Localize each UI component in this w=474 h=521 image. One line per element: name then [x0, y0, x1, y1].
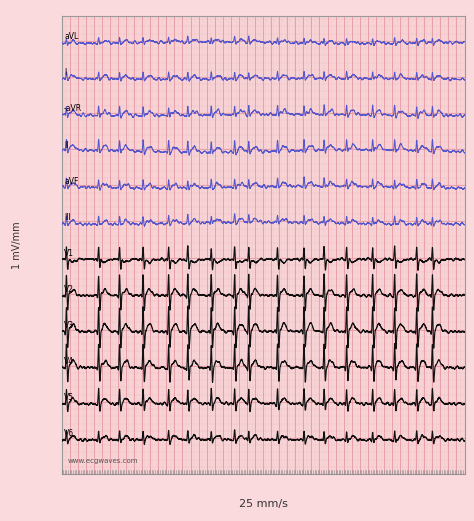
Text: -aVR: -aVR: [64, 105, 82, 114]
Text: V4: V4: [64, 357, 74, 366]
Text: II: II: [64, 141, 69, 150]
Text: aVL: aVL: [64, 32, 78, 41]
Text: V1: V1: [64, 249, 74, 258]
Text: www.ecgwaves.com: www.ecgwaves.com: [68, 458, 138, 464]
Text: V6: V6: [64, 429, 74, 438]
Text: V3: V3: [64, 321, 74, 330]
Text: aVF: aVF: [64, 177, 78, 185]
Text: 25 mm/s: 25 mm/s: [238, 499, 288, 510]
Text: V2: V2: [64, 285, 74, 294]
Text: V5: V5: [64, 393, 74, 402]
Text: I: I: [64, 68, 66, 77]
Text: 1 mV/mm: 1 mV/mm: [12, 221, 22, 269]
Text: III: III: [64, 213, 71, 222]
